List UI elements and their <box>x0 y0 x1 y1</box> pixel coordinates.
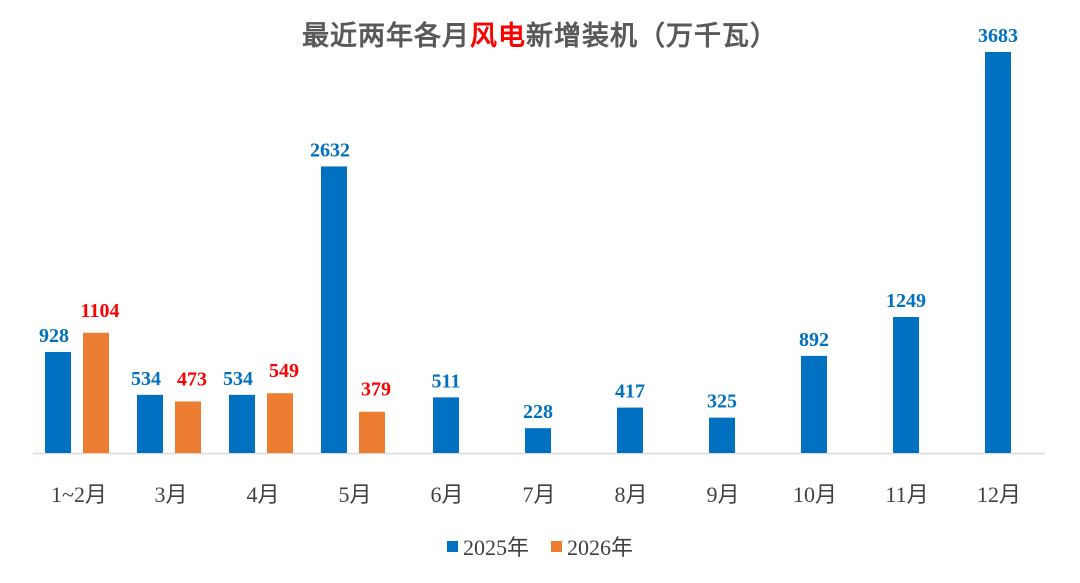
data-label-2025: 511 <box>432 370 461 392</box>
x-tick-label: 6月 <box>430 482 463 507</box>
legend-label-2025: 2025年 <box>462 535 529 560</box>
x-tick-label: 7月 <box>522 482 555 507</box>
bar-2026 <box>175 401 201 453</box>
data-label-2026: 473 <box>177 369 207 391</box>
x-tick-label: 3月 <box>154 482 187 507</box>
bar-2026 <box>359 411 385 453</box>
bar-2025 <box>525 428 551 453</box>
data-label-2025: 2632 <box>310 139 350 161</box>
x-tick-label: 10月 <box>793 482 837 507</box>
data-label-2025: 1249 <box>886 290 926 312</box>
x-tick-label: 5月 <box>338 482 371 507</box>
bar-2025 <box>229 394 255 453</box>
legend-item-2026: 2026年 <box>551 530 633 562</box>
data-label-2025: 892 <box>799 329 829 351</box>
bar-2025 <box>617 407 643 453</box>
bar-2025 <box>985 52 1011 453</box>
bar-2025 <box>433 397 459 453</box>
bar-2025 <box>893 317 919 453</box>
x-tick-label: 9月 <box>706 482 739 507</box>
title-suffix: 新增装机（万千瓦） <box>526 21 778 52</box>
title-prefix: 最近两年各月 <box>302 21 470 52</box>
x-tick-label: 4月 <box>246 482 279 507</box>
bar-2025 <box>45 351 71 453</box>
legend-swatch-2026 <box>551 540 562 552</box>
data-label-2025: 928 <box>39 325 69 347</box>
data-label-2025: 417 <box>615 381 645 403</box>
bar-2025 <box>709 417 735 453</box>
data-label-2026: 549 <box>269 360 299 382</box>
bar-2025 <box>321 166 347 453</box>
x-tick-label: 8月 <box>614 482 647 507</box>
bar-2025 <box>801 355 827 453</box>
x-tick-label: 1~2月 <box>51 482 107 507</box>
legend-item-2025: 2025年 <box>446 530 529 562</box>
x-tick-label: 11月 <box>885 482 928 507</box>
bar-2025 <box>137 394 163 453</box>
chart-title: 最近两年各月风电新增装机（万千瓦） <box>0 14 1080 53</box>
data-label-2025: 325 <box>707 391 737 413</box>
data-label-2025: 228 <box>523 401 553 423</box>
legend-swatch-2025 <box>446 540 458 552</box>
data-label-2026: 1104 <box>81 300 120 322</box>
data-label-2025: 3683 <box>978 25 1018 47</box>
data-label-2026: 379 <box>361 379 391 401</box>
title-highlight: 风电 <box>470 21 526 52</box>
data-label-2025: 534 <box>131 368 161 390</box>
bar-2026 <box>83 332 109 453</box>
legend-label-2026: 2026年 <box>567 535 634 560</box>
bar-2026 <box>267 393 293 453</box>
legend: 2025年 2026年 <box>0 530 1080 562</box>
data-label-2025: 534 <box>223 368 253 390</box>
x-tick-label: 12月 <box>977 482 1021 507</box>
